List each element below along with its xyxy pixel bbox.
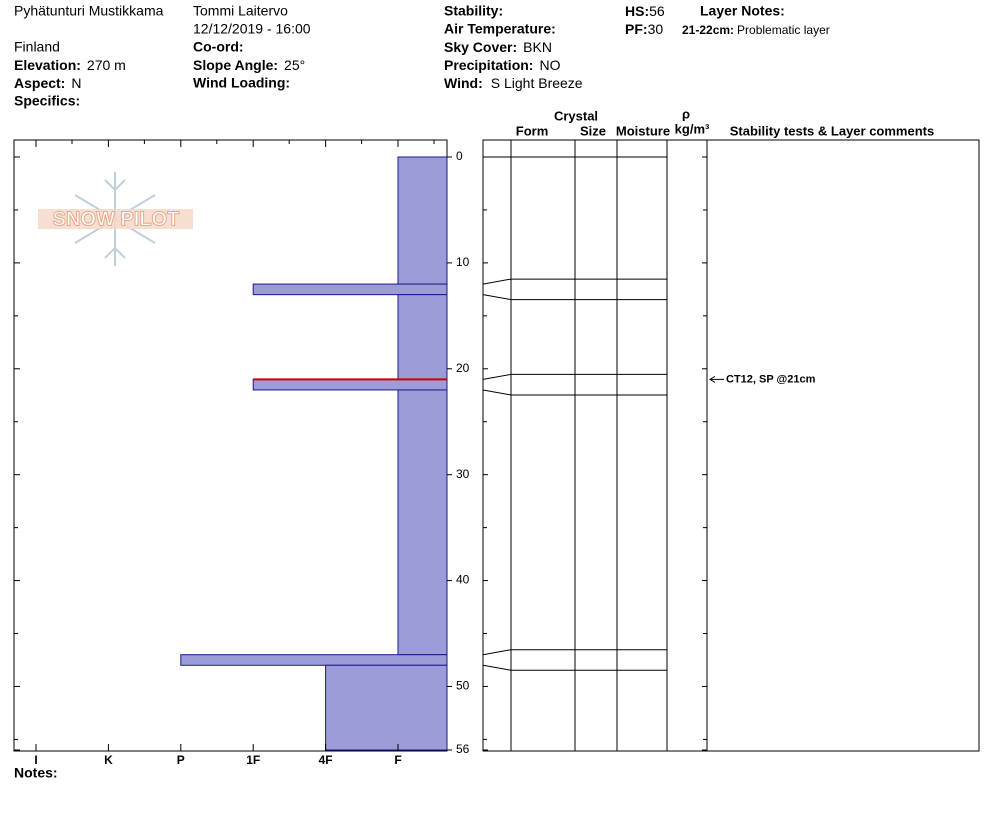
- hardness-label: F: [394, 753, 401, 767]
- label: HS:: [625, 3, 649, 19]
- label: Aspect:: [14, 75, 65, 91]
- depth-tick-label: 40: [456, 573, 470, 587]
- comment-arrowhead: [709, 375, 716, 383]
- logo-text: SNOW PILOT: [53, 208, 180, 230]
- specifics: Specifics:: [14, 93, 80, 109]
- notes-label: Notes:: [14, 765, 58, 781]
- depth-tick-label: 56: [456, 742, 470, 756]
- stability-test-label: CT12, SP @21cm: [726, 373, 816, 385]
- value: BKN: [523, 39, 552, 55]
- wind: Wind: S Light Breeze: [444, 75, 583, 91]
- layer-boundary: [482, 649, 667, 656]
- label: Sky Cover:: [444, 39, 517, 55]
- value: 270 m: [87, 57, 126, 73]
- column-dividers: [510, 140, 708, 751]
- observer: Tommi Laitervo: [193, 3, 288, 19]
- hardness-layer: [180, 654, 448, 666]
- pf: PF:30: [625, 21, 663, 37]
- layer-boundary: [482, 278, 667, 285]
- layer-boundary: [482, 294, 667, 301]
- depth-tick-label: 50: [456, 679, 470, 693]
- location: Pyhätunturi Mustikkama: [14, 3, 164, 19]
- text: Problematic layer: [737, 23, 830, 37]
- layer-boundary: [482, 664, 667, 671]
- col-density-symbol: ρ: [682, 106, 690, 121]
- depth-tick-label: 0: [456, 149, 463, 163]
- value: 30: [648, 21, 664, 37]
- hardness-label: I: [34, 753, 37, 767]
- hardness-layer: [252, 378, 448, 391]
- layer-boundary: [482, 389, 667, 396]
- col-density-unit: kg/m³: [675, 121, 710, 136]
- col-form: Form: [516, 123, 549, 138]
- hardness-label: K: [104, 753, 113, 767]
- value: NO: [539, 57, 560, 73]
- depth-tick-label: 30: [456, 467, 470, 481]
- hardness-layer: [325, 664, 448, 751]
- label: Precipitation:: [444, 57, 533, 73]
- col-crystal: Crystal: [554, 108, 598, 123]
- stability: Stability:: [444, 3, 503, 19]
- elevation: Elevation: 270 m: [14, 57, 126, 73]
- hardness-label: 1F: [246, 753, 260, 767]
- coord: Co-ord:: [193, 39, 244, 55]
- label: Wind:: [444, 75, 483, 91]
- hardness-layer: [397, 156, 448, 285]
- col-moisture: Moisture: [616, 123, 670, 138]
- value: N: [71, 75, 81, 91]
- hardness-layer: [252, 283, 448, 296]
- sky-cover: Sky Cover: BKN: [444, 39, 552, 55]
- col-size: Size: [580, 123, 606, 138]
- layers-frame: [482, 139, 980, 752]
- precipitation: Precipitation: NO: [444, 57, 561, 73]
- label: PF:: [625, 21, 648, 37]
- hardness-label: P: [177, 753, 185, 767]
- value: 56: [649, 3, 665, 19]
- range: 21-22cm:: [682, 23, 734, 37]
- layer-boundary: [482, 373, 667, 380]
- layer-notes-label: Layer Notes:: [700, 3, 785, 19]
- hardness-label: 4F: [319, 753, 333, 767]
- country: Finland: [14, 39, 60, 55]
- aspect: Aspect: N: [14, 75, 81, 91]
- hardness-layer: [397, 389, 448, 656]
- hardness-layer: [397, 294, 448, 380]
- air-temperature: Air Temperature:: [444, 21, 556, 37]
- value: 25°: [284, 57, 305, 73]
- depth-tick-label: 20: [456, 361, 470, 375]
- layer-note: 21-22cm: Problematic layer: [682, 23, 830, 37]
- wind-loading: Wind Loading:: [193, 75, 290, 91]
- hs: HS:56: [625, 3, 665, 19]
- label: Elevation:: [14, 57, 81, 73]
- datetime: 12/12/2019 - 16:00: [193, 21, 311, 37]
- label: Slope Angle:: [193, 57, 278, 73]
- logo-band: [38, 209, 193, 229]
- slope-angle: Slope Angle: 25°: [193, 57, 305, 73]
- col-comments: Stability tests & Layer comments: [730, 123, 934, 138]
- value: S Light Breeze: [491, 75, 583, 91]
- depth-tick-label: 10: [456, 255, 470, 269]
